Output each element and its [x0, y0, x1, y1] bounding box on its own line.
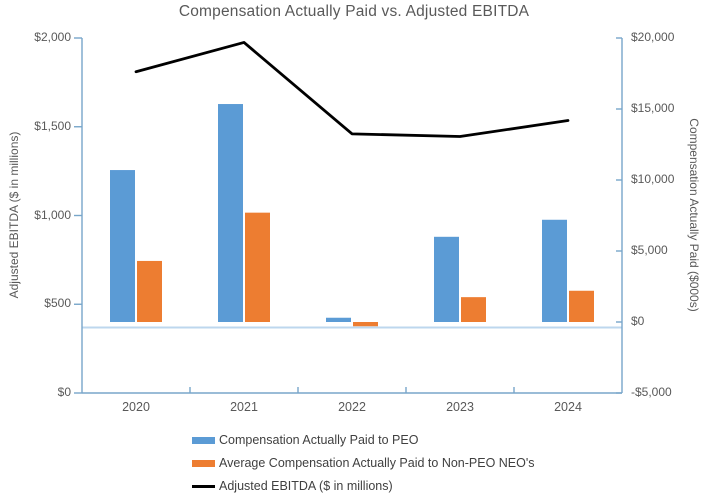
left-tick-label: $0	[57, 385, 71, 399]
x-axis-label-2023: 2023	[446, 400, 474, 414]
right-tick-label: $10,000	[631, 172, 675, 186]
bar-peo-2024	[542, 219, 567, 322]
bar-non-peo-2022	[353, 322, 378, 327]
bar-non-peo-2021	[245, 212, 270, 322]
legend-label: Average Compensation Actually Paid to No…	[219, 456, 535, 470]
x-axis-label-2020: 2020	[122, 400, 150, 414]
legend: Compensation Actually Paid to PEO Average…	[192, 432, 535, 498]
legend-line-swatch	[192, 484, 215, 488]
legend-item: Average Compensation Actually Paid to No…	[192, 455, 535, 471]
chart-title: Compensation Actually Paid vs. Adjusted …	[178, 3, 530, 20]
right-tick-label: $0	[631, 314, 645, 328]
left-tick-label: $1,000	[34, 207, 71, 222]
right-tick-label: $5,000	[631, 243, 668, 257]
bar-peo-2023	[434, 236, 459, 322]
left-tick-label: $500	[44, 296, 71, 311]
legend-label: Adjusted EBITDA ($ in millions)	[219, 479, 393, 493]
bar-non-peo-2024	[569, 290, 594, 322]
x-axis-label-2022: 2022	[338, 400, 366, 414]
legend-item: Compensation Actually Paid to PEO	[192, 432, 535, 448]
adjusted-ebitda-line	[134, 41, 570, 138]
legend-bar-swatch	[192, 459, 215, 467]
bar-peo-2020	[110, 170, 135, 322]
legend-label: Compensation Actually Paid to PEO	[219, 433, 419, 447]
left-tick-label: $1,500	[34, 118, 71, 133]
x-axis-label-2021: 2021	[230, 400, 258, 414]
bar-peo-2021	[218, 104, 243, 322]
right-tick-label: $15,000	[631, 101, 675, 115]
right-tick-label: $20,000	[631, 30, 675, 44]
bar-non-peo-2023	[461, 297, 486, 322]
left-tick-label: $2,000	[34, 30, 71, 44]
x-axis-label-2024: 2024	[554, 400, 582, 414]
bar-non-peo-2020	[137, 260, 162, 322]
bar-peo-2022	[326, 317, 351, 322]
legend-item: Adjusted EBITDA ($ in millions)	[192, 478, 535, 494]
legend-bar-swatch	[192, 436, 215, 444]
right-tick-label: -$5,000	[631, 385, 672, 399]
